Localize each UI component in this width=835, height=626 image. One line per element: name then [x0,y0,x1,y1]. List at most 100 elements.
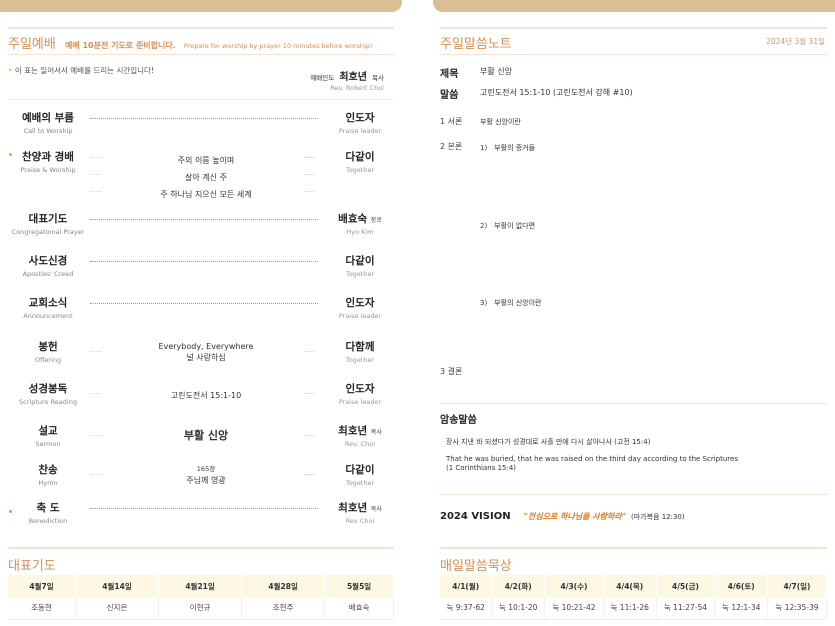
divider [440,547,827,549]
order-content-line: Everybody, Everywhere [158,342,254,351]
order-leader-en: Praise leader [338,312,382,320]
divider [8,547,394,549]
order-row: 찬양과 경배 Praise & Worship 다같이 Together ···· ··… [8,149,394,199]
order-content: 부활 신앙 [118,430,294,441]
memory-en-2: (1 Corinthians 15:4) [446,464,517,472]
daily-reading: 눅 10:1-20 [491,597,545,620]
subject-label: 제목 [440,69,459,80]
order-leader-en: Together [345,270,375,278]
order-leader: 다같이 Together [326,149,394,174]
prayer-title: 대표기도 [8,559,56,574]
order-row: 교회소식 Announcement 인도자 Praise leader [8,295,394,325]
order-row: 성경봉독 Scripture Reading 인도자 Praise leader ··… [8,381,394,411]
standing-note-text: 이 표는 일어서서 예배를 드리는 시간입니다! [14,66,154,75]
order-content: 165장 주님께 영광 [118,464,294,486]
order-title-ko: 찬양과 경배 [22,151,74,163]
dotted-leader [90,219,318,220]
order-leader: 인도자 Praise leader [326,381,394,406]
divider [440,27,827,29]
daily-day: 4/3(수) [544,575,604,597]
order-title-ko: 예배의 부름 [22,112,74,124]
notice-en: Prepare for worship by prayer 10 minutes… [183,42,373,50]
dots: ···· [303,188,316,196]
order-title: 사도신경 Apostles' Creed [8,253,88,278]
order-title: 찬양과 경배 Praise & Worship [8,149,88,174]
vision-ref: (마가복음 12:30) [631,513,685,521]
leader-en: Rev. Robert Choi [330,84,384,92]
standing-bullet-icon [9,510,12,513]
dots: ···· [90,348,103,356]
leader-label: 예배인도 [310,74,335,82]
daily-table: 4/1(월) 4/2(화) 4/3(수) 4/4(목) 4/5(금) 4/6(토) 4/7(… [440,575,827,620]
order-leader-name: 다같이 [345,255,375,267]
prayer-date: 5월5일 [324,575,394,597]
order-leader-name: 배효숙 [338,213,368,225]
leader-name: 최호년 [339,72,367,83]
prayer-date: 4월28일 [241,575,326,597]
vision-quote: "전심으로 하나님을 사랑하라" [523,512,626,521]
order-title: 봉헌 Offering [8,339,88,364]
daily-reading: 눅 11:1-26 [603,597,657,620]
order-leader-name: 최호년 [338,502,368,514]
daily-title: 매일말씀묵상 [440,559,512,574]
conclusion-label: 3 결론 [440,367,463,376]
order-leader-title: 목사 [370,429,382,436]
order-row: 대표기도 Congregational Prayer 배효숙 장로 Hyo Kim [8,211,394,241]
prayer-name: 조현주 [241,597,326,620]
order-leader-name: 다같이 [345,464,375,476]
daily-reading: 눅 11:27-54 [656,597,716,620]
top-tab-left [0,0,402,12]
order-leader-en: Together [345,356,375,364]
order-content-line: 고린도전서 15:1-10 [170,391,242,400]
dots: ···· [303,390,316,398]
order-leader-title: 장로 [370,217,382,224]
prayer-name: 이현규 [158,597,243,620]
order-leader-en: Praise leader [338,127,382,135]
order-leader: 최호년 목사 Rev Choi [326,500,394,525]
divider [8,27,394,29]
order-content: Everybody, Everywhere 널 사랑하심 [118,341,294,363]
order-leader-en: Together [345,479,375,487]
order-title-en: Scripture Reading [19,398,77,406]
order-content-line: 부활 신앙 [183,429,229,442]
order-leader-en: Praise leader [338,398,382,406]
order-leader-name: 다함께 [345,341,375,353]
order-title-en: Sermon [35,440,61,448]
order-leader-name: 인도자 [345,383,375,395]
song: 주의 이름 높이며 [177,156,235,165]
order-leader: 최호년 목사 Rev. Choi [326,423,394,448]
daily-day: 4/6(토) [714,575,769,597]
order-content-line: 널 사랑하심 [186,353,226,362]
scripture-label: 말씀 [440,90,459,101]
leader-title: 목사 [372,74,384,82]
order-title-ko: 교회소식 [28,297,68,309]
standing-bullet-icon [9,153,12,156]
order-title: 교회소식 Announcement [8,295,88,320]
worship-title: 주일예배 [8,37,56,52]
prayer-date: 4월7일 [8,575,76,597]
top-tab-right [433,0,835,12]
subject: 부활 신앙 [480,67,512,76]
order-title-en: Congregational Prayer [11,228,85,236]
order-title: 축 도 Benediction [8,500,88,525]
dots: ···· [90,432,103,440]
dotted-leader [90,303,318,304]
order-leader: 배효숙 장로 Hyo Kim [326,211,394,236]
order-title: 설교 Sermon [8,423,88,448]
notes-date: 2024년 3월 31일 [766,37,825,46]
order-leader-title: 목사 [370,506,382,513]
order-content-line: 165장 [196,465,216,473]
notes-title: 주일말씀노트 [440,37,512,52]
order-leader-en: Together [345,166,375,174]
dots: ···· [303,348,316,356]
dotted-leader [90,508,318,509]
order-row: 예배의 부름 Call to Worship 인도자 Praise leader [8,110,394,140]
dots: ···· [90,188,103,196]
intro-label: 1 서론 [440,117,463,126]
divider [8,99,394,100]
prayer-name: 신지은 [75,597,160,620]
memory-ko: 장사 지낸 바 되셨다가 성경대로 사흘 만에 다시 살아나사 (고전 15:4… [446,438,651,446]
order-leader-en: Hyo Kim [346,228,374,236]
dots: ···· [90,154,103,162]
order-title-en: Apostles' Creed [22,270,74,278]
